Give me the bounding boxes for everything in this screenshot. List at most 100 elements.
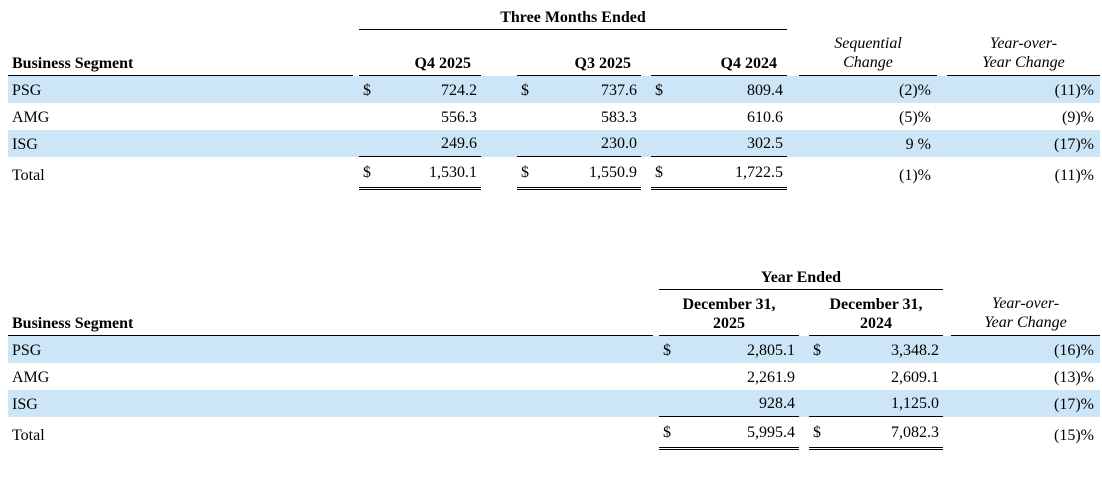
change-value-cell: (5)% (899, 109, 931, 126)
money-wrap: 249.6 (363, 135, 477, 153)
amount-value: 2,609.1 (891, 369, 939, 386)
currency-symbol: $ (521, 82, 529, 99)
column-spacer (943, 260, 951, 290)
table-row-isg: ISG 249.6 230.0 302.5 9 % (17)% (8, 130, 1100, 157)
currency-symbol: $ (655, 82, 663, 99)
money-wrap: 2,609.1 (813, 369, 939, 387)
column-spacer (787, 157, 799, 190)
amount-value: 1,530.1 (429, 164, 477, 181)
segment-label: AMG (12, 369, 50, 386)
amount-value: 2,805.1 (747, 342, 795, 359)
value-cell: $1,530.1 (359, 157, 481, 190)
value-cell: $724.2 (359, 76, 481, 103)
money-wrap: 556.3 (363, 109, 477, 127)
amount-value: 724.2 (441, 82, 477, 99)
empty-cell (799, 0, 937, 30)
table-row-psg: PSG $2,805.1 $3,348.2 (16)% (8, 336, 1100, 363)
amount-value: 249.6 (441, 135, 477, 152)
column-spacer (943, 390, 951, 417)
header-line: Change (843, 54, 893, 72)
column-spacer (937, 130, 947, 157)
segment-label: ISG (12, 136, 38, 153)
money-wrap: $1,722.5 (655, 164, 783, 182)
money-wrap: $5,995.4 (663, 424, 795, 442)
empty-cell (8, 0, 353, 30)
column-spacer (641, 157, 651, 190)
value-cell: 230.0 (517, 130, 641, 157)
column-spacer (943, 290, 951, 336)
money-wrap: 583.3 (521, 109, 637, 127)
segment-label: AMG (12, 109, 50, 126)
amount-value: 556.3 (441, 109, 477, 126)
column-spacer (641, 130, 651, 157)
header-line: Year-over- (989, 35, 1058, 53)
money-wrap: 302.5 (655, 135, 783, 153)
change-value-cell: (1)% (899, 167, 931, 184)
column-header-year-over-year-change: Year-over- Year Change (947, 30, 1100, 76)
currency-symbol: $ (663, 342, 671, 359)
column-spacer (641, 76, 651, 103)
column-spacer (641, 30, 651, 76)
column-spacer (481, 30, 517, 76)
amount-value: 302.5 (747, 135, 783, 152)
header-line: Year Change (982, 54, 1065, 72)
column-spacer (937, 103, 947, 130)
money-wrap: $2,805.1 (663, 342, 795, 360)
column-spacer (799, 390, 809, 417)
column-spacer (787, 30, 799, 76)
money-wrap: 610.6 (655, 109, 783, 127)
column-header-december-31-2025: December 31, 2025 (659, 290, 799, 336)
amount-value: 1,550.9 (589, 164, 637, 181)
change-value-cell: (16)% (1054, 342, 1094, 359)
change-value-cell: (15)% (1054, 427, 1094, 444)
money-wrap: $1,530.1 (363, 164, 477, 182)
value-cell: $3,348.2 (809, 336, 943, 363)
column-spacer (787, 103, 799, 130)
currency-symbol: $ (521, 164, 529, 181)
change-value-cell: (11)% (1054, 82, 1094, 99)
money-wrap: 928.4 (663, 395, 795, 413)
header-line: Year-over- (991, 295, 1060, 313)
change-value-cell: (13)% (1054, 369, 1094, 386)
column-header-december-31-2024: December 31, 2024 (809, 290, 943, 336)
column-spacer (641, 103, 651, 130)
currency-symbol: $ (813, 424, 821, 441)
segment-label: ISG (12, 396, 38, 413)
amount-value: 1,722.5 (735, 164, 783, 181)
column-spacer (787, 0, 799, 30)
column-header-sequential-change: Sequential Change (799, 30, 937, 76)
column-spacer (943, 417, 951, 450)
change-value-cell: (2)% (899, 82, 931, 99)
value-cell: 583.3 (517, 103, 641, 130)
value-cell: 556.3 (359, 103, 481, 130)
money-wrap: 1,125.0 (813, 395, 939, 413)
money-wrap: $737.6 (521, 82, 637, 100)
segment-column-header: Business Segment (8, 290, 653, 336)
column-spacer (799, 363, 809, 390)
header-line: Sequential (834, 35, 902, 53)
currency-symbol: $ (363, 82, 371, 99)
value-cell: 928.4 (659, 390, 799, 417)
column-spacer (799, 336, 809, 363)
table-row-total: Total $5,995.4 $7,082.3 (15)% (8, 417, 1100, 450)
column-spacer (937, 0, 947, 30)
column-spacer (481, 103, 517, 130)
amount-value: 1,125.0 (891, 395, 939, 412)
amount-value: 230.0 (601, 135, 637, 152)
money-wrap: 2,261.9 (663, 369, 795, 387)
segment-label: PSG (12, 82, 42, 99)
segment-label: Total (12, 427, 45, 444)
money-wrap: $1,550.9 (521, 164, 637, 182)
change-value-cell: 9 % (905, 136, 931, 153)
column-header-q4-2025: Q4 2025 (359, 30, 481, 76)
value-cell: $809.4 (651, 76, 787, 103)
amount-value: 7,082.3 (891, 424, 939, 441)
column-spacer (481, 76, 517, 103)
empty-cell (947, 0, 1100, 30)
table-row-amg: AMG 556.3 583.3 610.6 (5)% (9)% (8, 103, 1100, 130)
column-header-q4-2024: Q4 2024 (651, 30, 787, 76)
change-value-cell: (17)% (1054, 396, 1094, 413)
segment-label: Total (12, 167, 45, 184)
empty-cell (8, 260, 653, 290)
table-row-total: Total $1,530.1 $1,550.9 $1,722.5 (1)% (11)% (8, 157, 1100, 190)
